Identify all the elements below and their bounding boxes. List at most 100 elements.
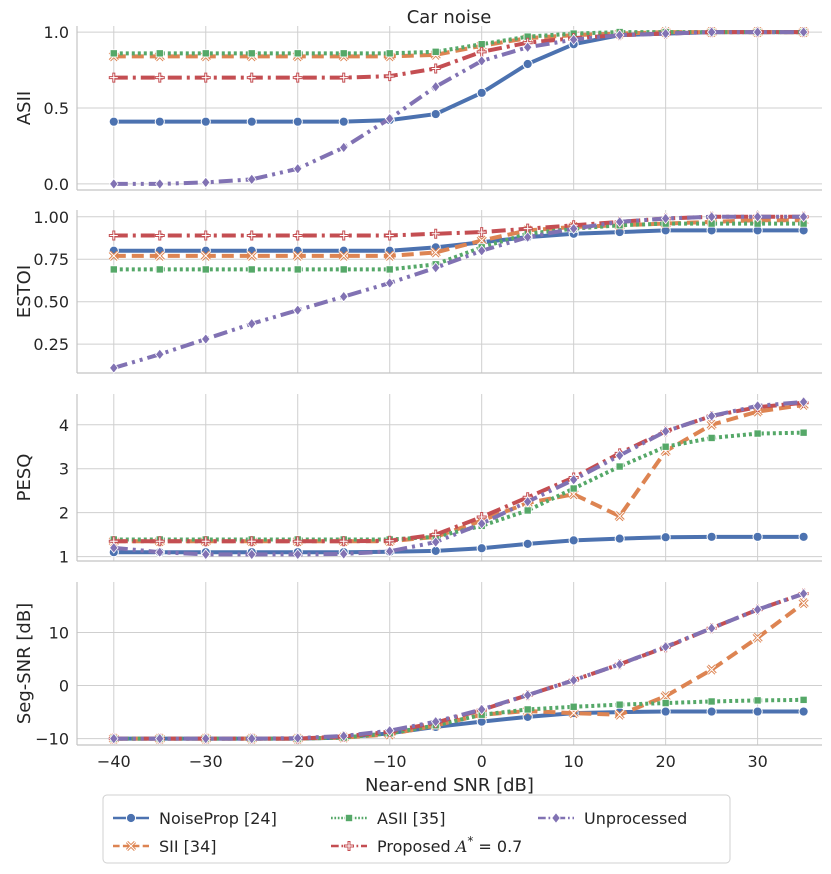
series-unprocessed [109,26,809,190]
data-point [339,141,349,154]
x-axis-label: Near-end SNR [dB] [365,775,534,796]
y-tick-label: 1.00 [33,208,69,227]
data-point [706,531,717,542]
data-point [385,112,395,125]
series-line [113,30,804,186]
data-point [201,265,210,274]
data-point [200,116,211,127]
legend-frame [102,794,731,864]
data-point [707,697,716,706]
y-tick-label: −10 [35,730,69,749]
data-point [201,176,211,189]
data-point [523,506,532,515]
legend-item-proposed-a-0-7: Proposed A* = 0.7 [331,834,522,856]
data-point [522,495,533,508]
x-tick-label: −10 [373,752,407,771]
data-point [293,265,302,274]
series-sii-34 [108,399,809,547]
data-point [660,706,671,717]
data-point [201,333,211,345]
data-point [661,442,670,451]
data-point [798,587,809,600]
series-sii-34 [108,598,809,744]
y-tick-label: 0.0 [44,175,69,194]
panel-estoi: 0.25 0.50 0.75 1.00 ESTOI [14,208,822,374]
data-point [660,425,671,438]
data-point [201,49,210,58]
data-point [293,304,303,317]
y-tick-label: 0 [59,677,69,696]
x-tick-label: 10 [563,752,583,771]
data-point [339,49,348,58]
data-point [247,49,256,58]
data-point [246,116,257,127]
y-tick-label: 1.0 [44,23,69,42]
data-point [614,533,625,544]
data-point [430,261,441,274]
panel-pesq: 1 2 3 4 PESQ [14,394,822,567]
legend-item-noiseprop-24: NoiseProp [24] [113,809,277,828]
data-point [155,348,165,361]
data-point [109,732,119,745]
data-point [154,116,165,127]
data-point [798,26,809,38]
data-point [569,484,578,493]
x-tick-label: 30 [747,752,767,771]
data-point [477,40,486,49]
data-point [385,49,394,58]
y-axis-label: PESQ [14,454,35,502]
y-tick-label: 3 [59,460,69,479]
data-point [247,265,256,274]
legend-item-unprocessed: Unprocessed [538,809,687,828]
data-point [660,640,671,653]
data-point [476,87,487,98]
data-point [476,244,487,257]
y-tick-label: 10 [49,623,69,642]
y-axis-label: ESTOI [14,265,35,318]
data-point [385,545,395,558]
x-tick-label: −40 [97,752,131,771]
series-line [113,430,804,542]
x-tick-label: 0 [477,752,487,771]
data-point [339,730,349,742]
data-point [109,541,119,554]
data-point [201,548,211,561]
y-axis-label: ASII [14,91,35,125]
legend-item-asii-35: ASII [35] [331,809,445,828]
data-point [339,290,349,303]
data-point [385,724,395,737]
data-point [614,29,625,41]
data-point [523,705,532,714]
data-point [568,473,579,486]
data-point [155,265,164,274]
data-point [108,116,119,127]
series-line [113,591,805,741]
series-line [113,218,804,258]
data-point [155,546,165,559]
series-line [113,399,804,557]
data-point [430,715,441,728]
panel-asii: 0.0 0.5 1.0 ASII [14,23,822,194]
panel-seg-snr-db: −10 0 10 Seg-SNR [dB] −40 −30 −20 −10 0 10 20 30 Nea… [14,582,822,796]
chart-title: Car noise [407,7,492,28]
legend-label: ASII [35] [377,809,445,828]
data-point [753,696,762,705]
series-line [113,221,804,272]
data-point [109,362,119,374]
data-point [798,396,809,408]
data-point [247,317,257,330]
series-line [113,403,804,544]
y-tick-label: 0.5 [44,99,69,118]
legend-label: SII [34] [159,837,217,856]
data-point [614,449,625,462]
panels: 0.0 0.5 1.0 ASII 0.25 0.50 0.75 1.00 ESTOI 1 2 3 4 PE… [14,23,822,796]
legend-label: NoiseProp [24] [159,809,277,828]
data-point [568,33,579,46]
legend-label: Proposed A* = 0.7 [377,834,522,856]
data-point [339,548,349,560]
data-point [430,536,441,548]
data-point [752,210,763,223]
data-point [706,622,717,635]
data-point [476,517,487,530]
